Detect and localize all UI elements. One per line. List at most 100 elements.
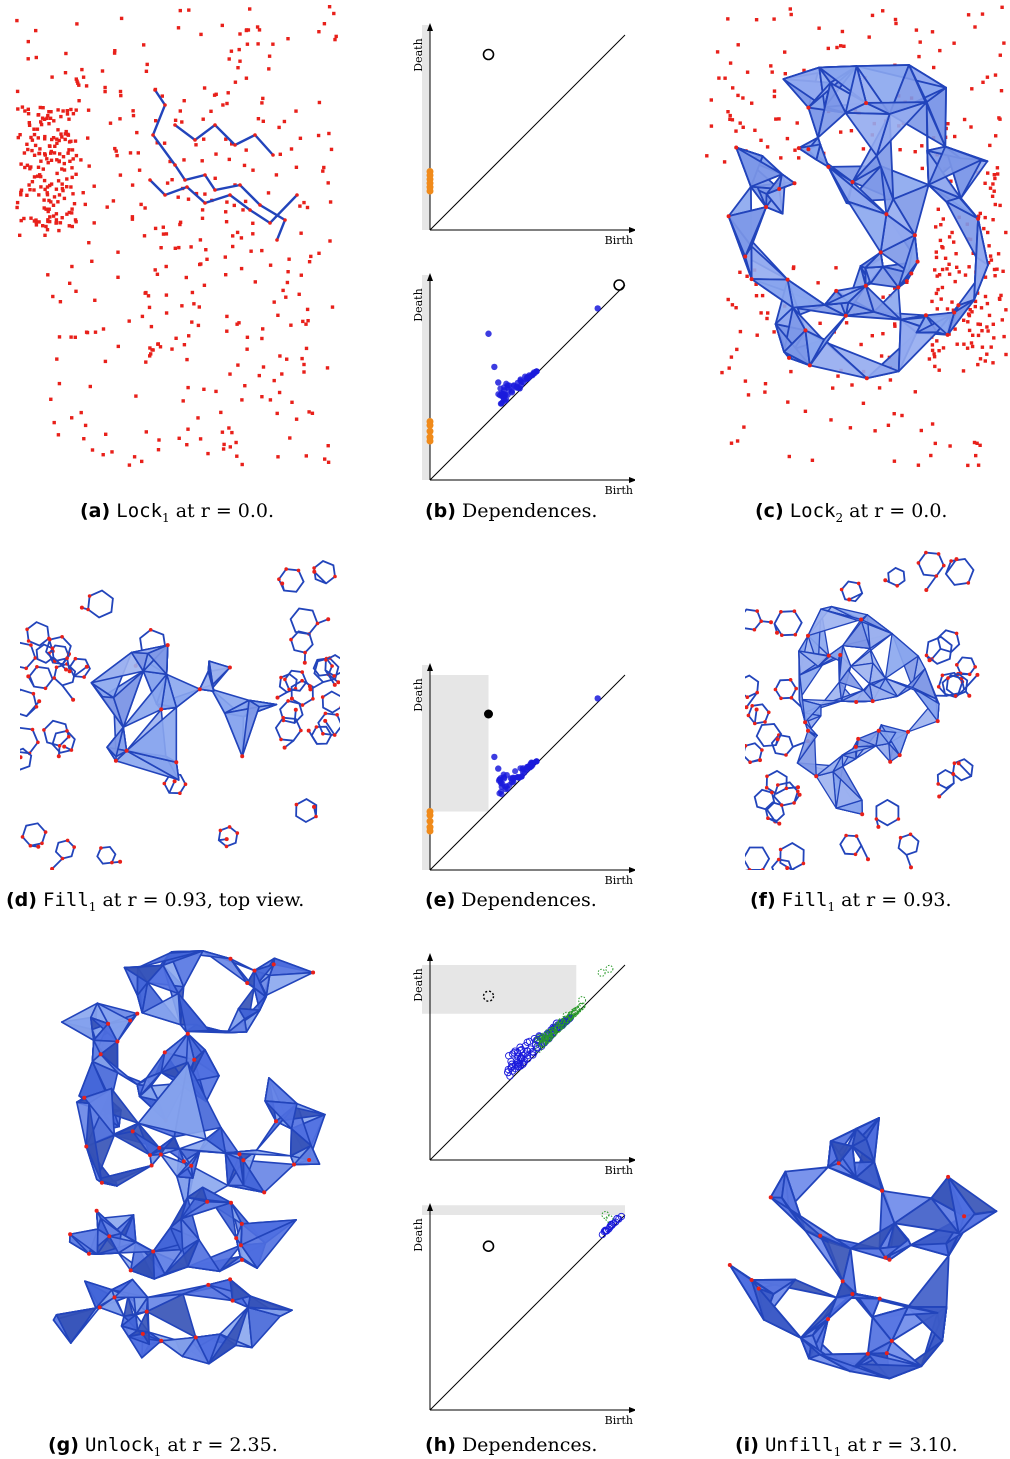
point [332,11,336,16]
vertex [172,779,177,784]
point [51,136,56,140]
point [178,109,182,113]
point [25,163,30,167]
point [500,390,507,397]
point [119,93,123,98]
vertex [924,588,929,592]
vertex [748,760,752,764]
point [310,411,315,415]
point [317,251,321,255]
point [63,71,68,75]
vertex [271,153,275,157]
point [144,430,148,434]
point [185,357,189,362]
triangle [136,950,204,969]
point [544,1030,553,1038]
point [518,382,525,389]
point [257,373,261,378]
point [224,137,228,141]
point [973,299,978,304]
point [251,221,255,225]
point [69,107,73,112]
vertex [332,733,337,737]
point [256,42,260,46]
point [788,7,792,11]
bond [324,720,336,736]
point [952,41,956,45]
vertex [193,1335,198,1340]
point [738,270,742,274]
point [968,308,972,312]
point [35,127,40,131]
vertex [312,804,316,809]
point [36,165,41,169]
vertex [956,303,961,308]
edge-chain [151,89,287,241]
vertex [189,1163,194,1168]
vertex [807,363,812,368]
point [728,113,732,118]
point [861,147,866,151]
point [226,91,230,95]
point [49,151,53,155]
point [45,228,50,232]
bond [905,854,912,868]
point [266,191,271,195]
point [61,155,66,159]
point [55,137,59,141]
vertex [296,568,301,573]
point [783,72,787,76]
point-green-open [605,1214,614,1223]
x-axis-label: Birth [605,484,633,495]
point [79,158,83,162]
vertex [906,729,910,734]
triangle [907,1254,950,1309]
vertex [755,690,759,695]
vertex [897,753,902,758]
point [219,410,223,415]
point [261,327,265,331]
point [74,172,78,176]
bond [52,656,67,671]
vertex [203,201,207,205]
vertex [745,695,750,699]
point [930,299,934,304]
vertex [64,667,68,672]
point [795,121,799,125]
point [301,319,305,324]
point [66,133,71,137]
point [229,49,234,53]
vertex [97,1305,102,1310]
point [130,217,135,221]
ring [875,798,900,827]
point [709,98,713,102]
point [325,366,330,370]
point [888,378,893,382]
point [993,202,997,207]
point [113,49,117,53]
point [240,462,244,467]
vertex [227,665,232,670]
vertex [295,193,299,197]
point [728,61,733,65]
bond [848,592,863,601]
vertex [279,737,283,742]
point [65,177,69,181]
mesh-d [90,643,278,781]
vertex [54,665,59,670]
vertex [324,658,328,662]
point [304,322,308,326]
point [29,216,33,220]
vertex [834,288,839,293]
point [304,454,308,458]
point [930,343,935,347]
vertex [904,279,909,284]
point [276,455,280,459]
vertex [866,857,870,862]
point [506,782,513,788]
point [933,268,937,272]
point-blue [495,765,502,772]
point [202,86,207,90]
triangle [869,265,900,289]
triangle [798,674,806,723]
